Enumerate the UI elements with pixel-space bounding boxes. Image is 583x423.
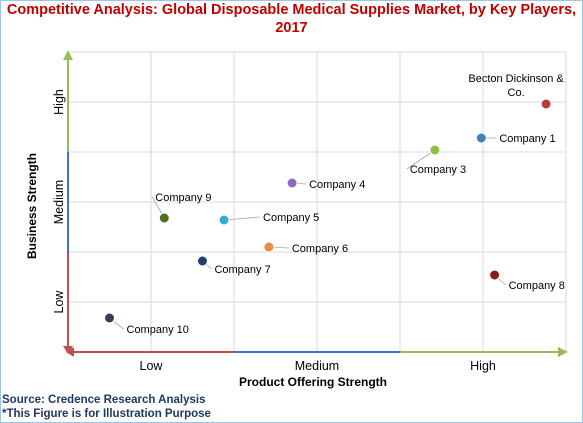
- tick-labels: Low Medium High Low Medium High: [52, 89, 496, 373]
- point-company-1: [475, 132, 487, 144]
- source-line-2: *This Figure is for Illustration Purpose: [2, 408, 211, 420]
- point-company-8: [489, 269, 501, 281]
- point-label-company-3: Company 3: [410, 164, 466, 176]
- source-line-1: Source: Credence Research Analysis: [2, 394, 206, 406]
- point-label-company-7: Company 7: [214, 264, 270, 276]
- point-company-3: [429, 144, 441, 156]
- source-note: Source: Credence Research Analysis *This…: [2, 393, 211, 421]
- point-becton-dickinson-co: [540, 98, 552, 110]
- point-leader-company-3: [406, 149, 436, 170]
- x-axis-label: Product Offering Strength: [239, 375, 387, 389]
- point-label-company-6: Company 6: [292, 243, 348, 255]
- x-tick-label-medium: Medium: [295, 359, 339, 373]
- y-tick-label-low: Low: [52, 290, 66, 314]
- point-company-6: [263, 241, 275, 253]
- grid-lines: [67, 51, 567, 352]
- point-label-becton-dickinson-co: Becton Dickinson & Co.: [468, 73, 564, 99]
- point-company-10: [104, 312, 115, 324]
- y-axis-arrowhead: [63, 50, 73, 60]
- point-label-company-9: Company 9: [155, 192, 211, 204]
- point-label-company-1: Company 1: [499, 133, 555, 145]
- point-company-9: [158, 212, 170, 224]
- chart-title-line-1: Competitive Analysis: Global Disposable …: [6, 2, 577, 18]
- data-points: Becton Dickinson & Co. Company 1 Company 3 C…: [104, 73, 565, 336]
- y-tick-label-medium: Medium: [52, 180, 66, 224]
- chart-title: Competitive Analysis: Global Disposable …: [0, 1, 583, 37]
- point-leader-company-5: [224, 216, 261, 221]
- point-company-5: [218, 214, 230, 226]
- point-label-company-8: Company 8: [509, 280, 565, 292]
- chart-title-line-2: 2017: [275, 20, 308, 36]
- x-tick-label-high: High: [470, 359, 496, 373]
- point-company-4: [286, 177, 298, 189]
- y-axis-arrowhead-low: [63, 346, 73, 354]
- axes: [63, 50, 568, 357]
- point-label-company-10: Company 10: [127, 324, 189, 336]
- x-axis-arrowhead: [558, 347, 568, 357]
- point-label-company-5: Company 5: [263, 212, 319, 224]
- x-axis-arrowhead-low: [66, 347, 74, 357]
- x-tick-label-low: Low: [140, 359, 164, 373]
- point-company-7: [196, 255, 208, 267]
- point-label-company-4: Company 4: [309, 179, 365, 191]
- y-tick-label-high: High: [52, 89, 66, 115]
- y-axis-label: Business Strength: [25, 153, 39, 259]
